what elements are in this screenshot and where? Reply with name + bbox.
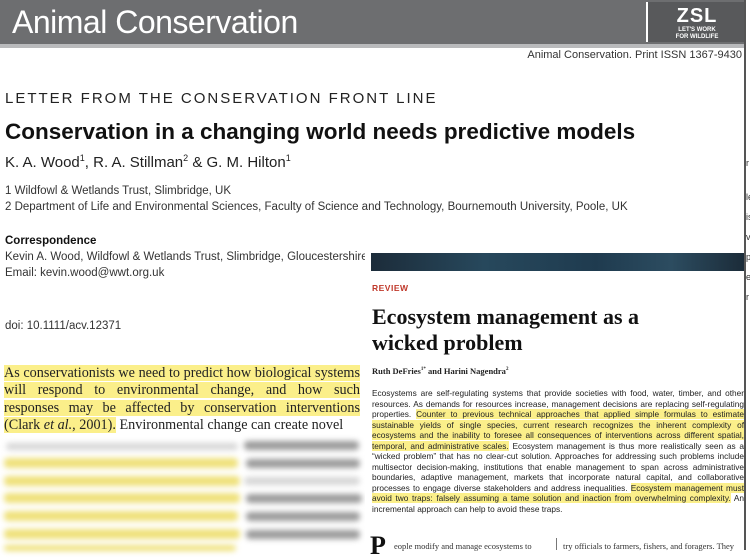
author-sep: &	[188, 154, 207, 171]
correspondence-heading: Correspondence	[5, 235, 97, 247]
review-author-joiner: and Harini Nagendra	[425, 366, 506, 376]
zsl-logo: ZSL LET'S WORK FOR WILDLIFE	[646, 2, 746, 42]
edge-fragment: r	[746, 158, 749, 168]
edge-fragment: pe	[746, 252, 750, 262]
article-body-text: As conservationists we need to predict h…	[4, 365, 360, 435]
correspondence-email[interactable]: Email: kevin.wood@wwt.org.uk	[5, 267, 165, 279]
highlighted-text: , 2001).	[72, 417, 116, 434]
banner-image	[371, 253, 746, 271]
highlighted-text-italic: et al.	[43, 417, 73, 434]
body-column-right: try officials to farmers, fishers, and f…	[563, 541, 735, 551]
edge-fragment: ed	[746, 272, 750, 282]
author-sup: 2	[183, 153, 189, 163]
doi-link[interactable]: doi: 10.1111/acv.12371	[5, 320, 122, 332]
page-edge	[744, 0, 746, 550]
author-sup: 1	[79, 153, 85, 163]
journal-header-bar	[0, 0, 746, 44]
abstract-text: Ecosystems are self-regulating systems t…	[372, 388, 744, 419]
affiliation-2: 2 Department of Life and Environmental S…	[5, 201, 628, 213]
review-authors: Ruth DeFries1* and Harini Nagendra2	[372, 366, 508, 376]
abstract-text: An incremental approach can help to avoi…	[372, 493, 744, 514]
review-author-1-sup: 1*	[420, 367, 426, 373]
review-label: REVIEW	[372, 283, 409, 293]
zsl-logo-main: ZSL	[676, 5, 718, 27]
correspondence-text: Kevin A. Wood, Wildfowl & Wetlands Trust…	[5, 251, 365, 263]
edge-fragment: le	[746, 192, 750, 202]
review-author-1: Ruth DeFries	[372, 366, 421, 376]
section-label: LETTER FROM THE CONSERVATION FRONT LINE	[5, 90, 438, 107]
author-list: K. A. Wood1, R. A. Stillman2 & G. M. Hil…	[5, 153, 291, 171]
edge-fragment: is	[746, 212, 750, 222]
review-title: Ecosystem management as a wicked problem	[372, 304, 640, 355]
author-sup: 1	[285, 153, 291, 163]
author-name: R. A. Stillman	[93, 154, 184, 171]
issn-line: Animal Conservation. Print ISSN 1367-943…	[527, 49, 742, 61]
author-name: G. M. Hilton	[206, 154, 286, 171]
body-text: Environmental change can create novel	[115, 417, 344, 434]
body-column-left: eople modify and manage ecosystems to	[394, 541, 532, 551]
author-sep: ,	[84, 154, 94, 171]
affiliation-1: 1 Wildfowl & Wetlands Trust, Slimbridge,…	[5, 185, 232, 197]
column-divider	[556, 538, 557, 550]
journal-title: Animal Conservation	[12, 4, 298, 40]
header-rule	[0, 44, 746, 48]
review-abstract: Ecosystems are self-regulating systems t…	[372, 388, 745, 514]
author-name: K. A. Wood	[5, 154, 80, 171]
zsl-logo-sub-2: FOR WILDLIFE	[675, 34, 719, 40]
article-title: Conservation in a changing world needs p…	[5, 119, 636, 144]
edge-fragment: v	[746, 232, 750, 242]
edge-fragment: r	[746, 292, 749, 302]
zsl-logo-sub-1: LET'S WORK	[678, 27, 716, 33]
review-author-2-sup: 2	[505, 367, 509, 373]
abstract-text: Ecosystem management is thus more realis…	[372, 440, 744, 493]
drop-cap: P	[370, 531, 386, 560]
